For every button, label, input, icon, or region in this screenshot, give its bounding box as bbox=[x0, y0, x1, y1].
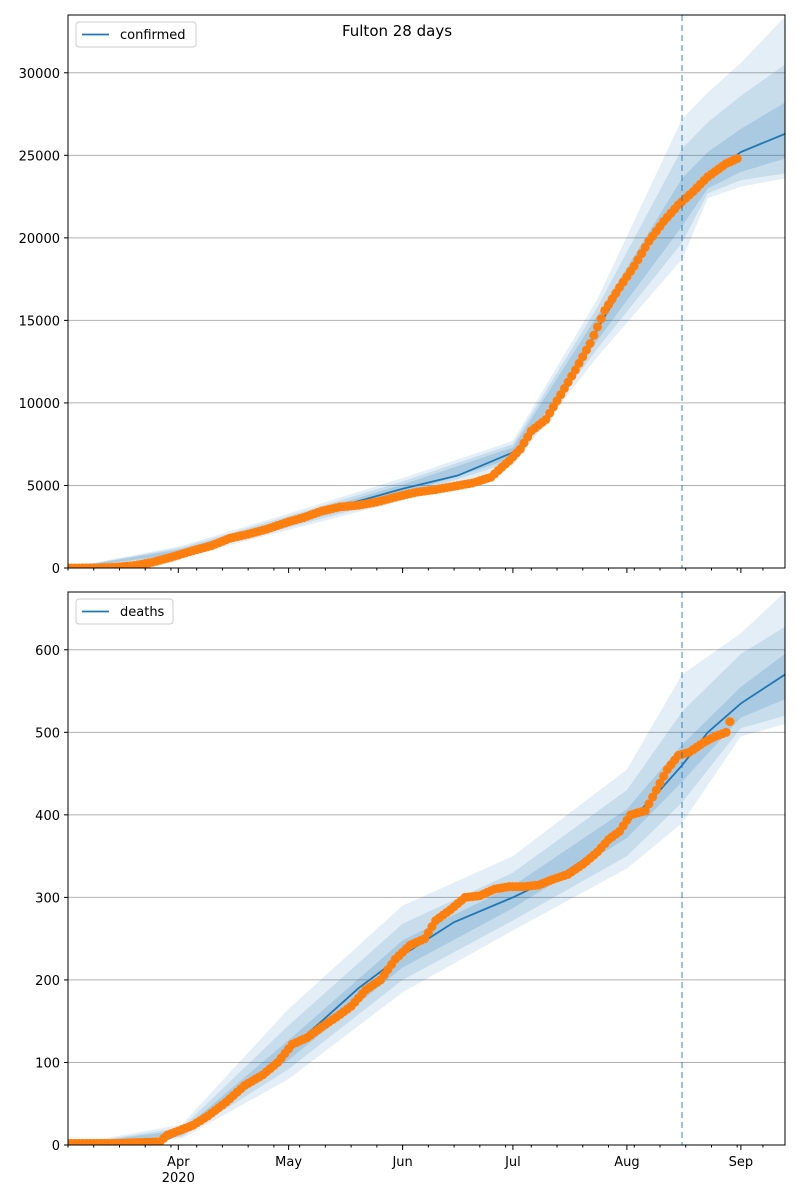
x-tick-label: Aug bbox=[614, 1155, 639, 1170]
observed-point bbox=[721, 727, 731, 737]
panel-confirmed: 0 5000 10000 15000 20000 25000 30000 confirmed bbox=[19, 14, 786, 577]
chart-title: Fulton 28 days bbox=[342, 22, 452, 40]
observed-point bbox=[644, 799, 654, 809]
y-tick-label: 100 bbox=[35, 1056, 60, 1071]
y-tick-label: 500 bbox=[35, 726, 60, 741]
y-tick-label: 10000 bbox=[19, 397, 60, 412]
observed-point bbox=[589, 330, 599, 340]
y-tick-label: 600 bbox=[35, 644, 60, 659]
x-tick-label: Apr bbox=[167, 1155, 190, 1170]
observed-point bbox=[581, 345, 591, 355]
axes-frame bbox=[67, 14, 786, 569]
observed-point bbox=[648, 792, 658, 802]
y-tick-label: 20000 bbox=[19, 232, 60, 247]
observed-point bbox=[725, 717, 735, 727]
y-tick-label: 300 bbox=[35, 891, 60, 906]
y-tick-label: 30000 bbox=[19, 67, 60, 82]
observed-point bbox=[640, 806, 650, 816]
legend-box bbox=[75, 598, 174, 625]
observed-point bbox=[574, 358, 584, 368]
x-tick-label: Jun bbox=[391, 1155, 412, 1170]
uncertainty-band bbox=[68, 16, 785, 568]
y-tick-label: 0 bbox=[52, 1139, 60, 1154]
observed-point bbox=[659, 771, 669, 781]
legend-label: confirmed bbox=[120, 28, 186, 43]
legend-box bbox=[75, 21, 197, 48]
observed-point bbox=[655, 778, 665, 788]
observed-point bbox=[570, 365, 580, 375]
plot-area bbox=[68, 16, 785, 568]
x-tick-label: May bbox=[275, 1155, 302, 1170]
uncertainty-band bbox=[68, 102, 785, 568]
x-tick-label: Jul bbox=[504, 1155, 521, 1170]
plot-area bbox=[68, 592, 785, 1145]
y-tick-label: 400 bbox=[35, 809, 60, 824]
observed-point bbox=[585, 338, 595, 348]
y-tick-label: 200 bbox=[35, 974, 60, 989]
x-tick-label: Sep bbox=[729, 1155, 754, 1170]
y-tick-label: 15000 bbox=[19, 314, 60, 329]
axes-frame bbox=[67, 591, 786, 1146]
observed-point bbox=[596, 314, 606, 324]
legend-label: deaths bbox=[120, 605, 165, 620]
y-tick-label: 25000 bbox=[19, 149, 60, 164]
observed-point bbox=[732, 154, 742, 164]
y-tick-label: 5000 bbox=[27, 479, 60, 494]
y-tick-label: 0 bbox=[52, 562, 60, 577]
observed-point bbox=[578, 352, 588, 362]
observed-point bbox=[651, 785, 661, 795]
observed-point bbox=[592, 322, 602, 332]
x-tick-sublabel: 2020 bbox=[162, 1171, 195, 1186]
